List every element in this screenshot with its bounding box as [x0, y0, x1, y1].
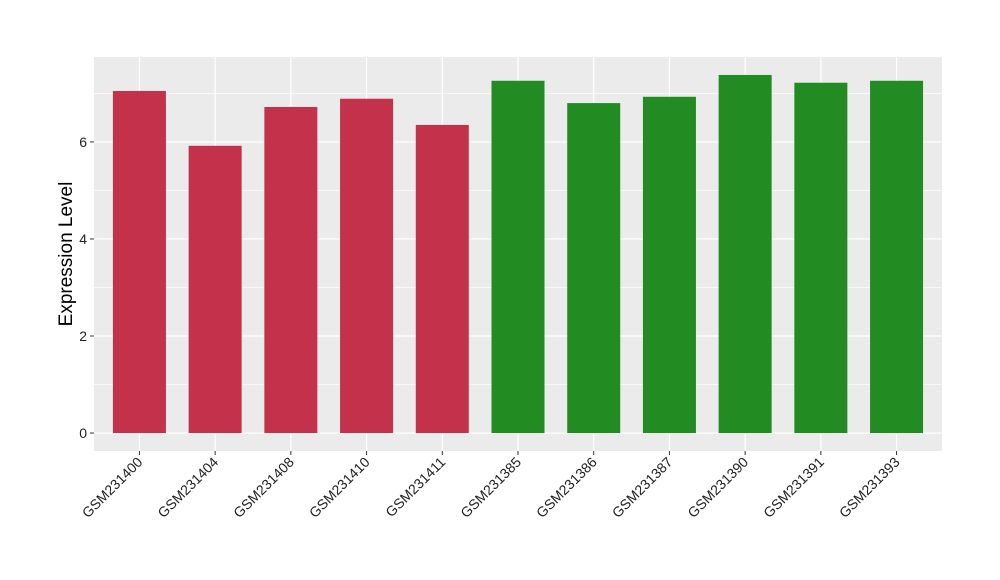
x-tick-label: GSM231400: [79, 454, 146, 521]
bar-GSM231410: [340, 98, 394, 434]
y-tick-label: 4: [79, 231, 87, 247]
y-axis-label: Expression Level: [56, 182, 77, 327]
x-tick-label: GSM231410: [306, 454, 373, 521]
bar-GSM231391: [794, 82, 848, 434]
x-axis: GSM231400 GSM231404 GSM231408 GSM231410 GSM2…: [79, 451, 903, 521]
x-tick-label: GSM231386: [533, 454, 600, 521]
x-tick-label: GSM231408: [230, 454, 297, 521]
bar-GSM231386: [567, 103, 621, 434]
x-tick-label: GSM231390: [684, 454, 751, 521]
y-axis: 0 2 4 6: [79, 134, 94, 441]
bar-GSM231400: [112, 90, 166, 434]
bar-GSM231387: [642, 96, 696, 434]
y-tick-label: 0: [79, 425, 87, 441]
x-tick-label: GSM231393: [836, 454, 903, 521]
x-tick-label: GSM231387: [609, 454, 676, 521]
x-tick-label: GSM231411: [382, 454, 448, 520]
x-tick-label: GSM231404: [154, 454, 221, 521]
y-tick-label: 2: [79, 328, 87, 344]
bar-GSM231393: [870, 80, 924, 434]
bar-GSM231385: [491, 80, 545, 434]
bar-GSM231404: [188, 145, 242, 434]
y-tick-label: 6: [79, 134, 87, 150]
bar-GSM231390: [718, 74, 772, 434]
x-tick-label: GSM231391: [760, 454, 827, 521]
bar-GSM231411: [415, 124, 469, 434]
bar-GSM231408: [264, 106, 318, 434]
bars: [112, 74, 924, 434]
x-tick-label: GSM231385: [457, 454, 524, 521]
